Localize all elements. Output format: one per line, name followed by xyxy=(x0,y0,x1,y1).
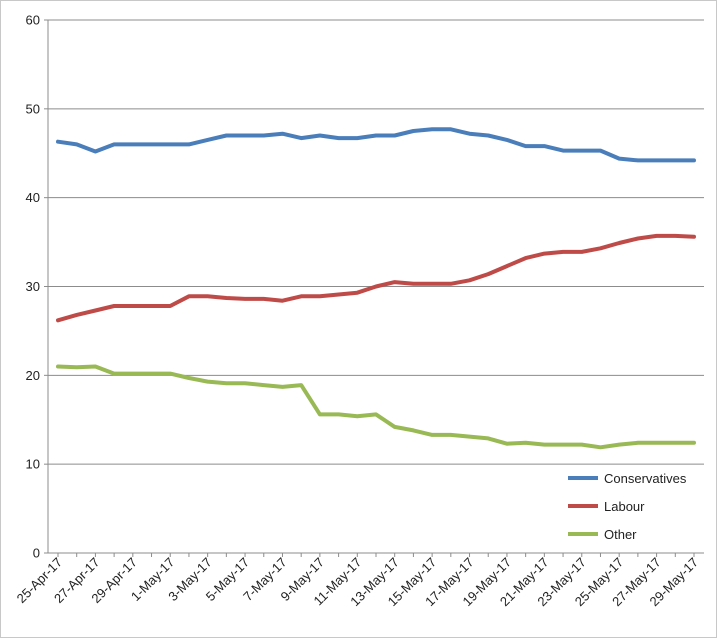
y-tick-label: 10 xyxy=(26,457,40,472)
series-line-other xyxy=(56,364,696,450)
y-tick-label: 40 xyxy=(26,190,40,205)
series-line-labour xyxy=(56,233,696,323)
x-axis: 25-Apr-1727-Apr-1729-Apr-171-May-173-May… xyxy=(14,552,704,609)
legend-label-other: Other xyxy=(604,527,637,542)
legend-label-labour: Labour xyxy=(604,499,645,514)
legend-label-conservatives: Conservatives xyxy=(604,471,687,486)
y-tick-label: 0 xyxy=(33,546,40,561)
y-tick-label: 50 xyxy=(26,101,40,116)
y-tick-label: 20 xyxy=(26,368,40,383)
legend: Conservatives Labour Other xyxy=(568,471,687,542)
y-tick-label: 30 xyxy=(26,279,40,294)
y-tick-label: 60 xyxy=(26,13,40,28)
series-lines xyxy=(56,127,696,450)
series-line-conservatives xyxy=(56,127,696,163)
y-axis: 0 10 20 30 40 50 60 xyxy=(26,13,49,561)
gridlines xyxy=(48,19,704,465)
